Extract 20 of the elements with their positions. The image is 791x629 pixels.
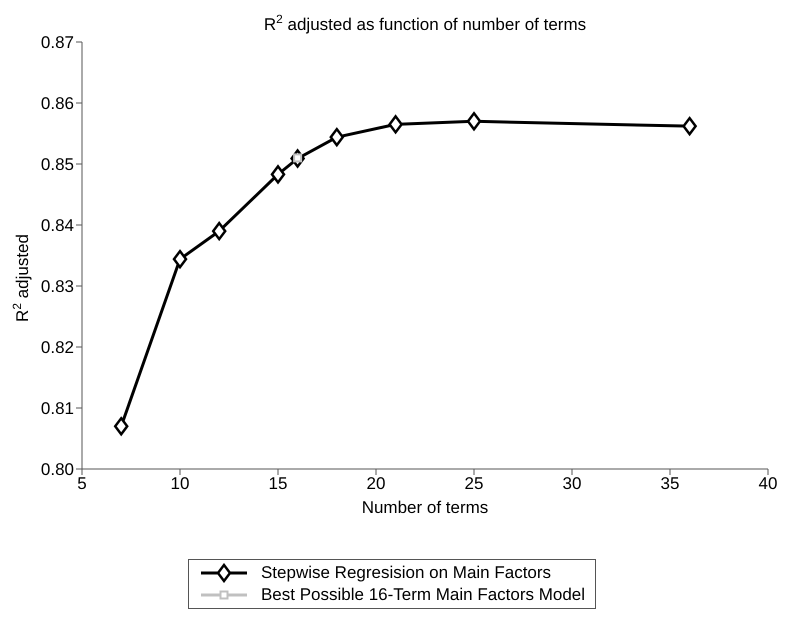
x-tick-label: 35: [660, 474, 680, 494]
y-tick-label: 0.80: [40, 460, 74, 480]
y-tick-label: 0.82: [40, 338, 74, 358]
x-tick-label: 15: [268, 474, 288, 494]
y-tick-label: 0.83: [40, 277, 74, 296]
x-tick-label: 30: [562, 474, 582, 494]
x-tick-label: 40: [758, 474, 778, 494]
y-tick-label: 0.85: [40, 155, 74, 174]
y-tick-label: 0.84: [40, 216, 74, 236]
x-axis-title: Number of terms: [362, 498, 488, 518]
legend-label: Best Possible 16-Term Main Factors Model: [260, 585, 586, 605]
x-tick-label: 20: [366, 474, 386, 494]
y-tick-label: 0.87: [40, 33, 74, 52]
x-tick-label: 25: [464, 474, 484, 494]
x-tick-label: 10: [170, 474, 190, 494]
chart-title: R$^{2}$ adjusted as function of number of terms: [264, 12, 586, 34]
y-tick-label: 0.86: [40, 94, 74, 114]
x-tick-label: 5: [77, 474, 87, 494]
legend-label: Stepwise Regresision on Main Factors: [260, 563, 552, 583]
y-tick-label: 0.81: [40, 399, 74, 418]
